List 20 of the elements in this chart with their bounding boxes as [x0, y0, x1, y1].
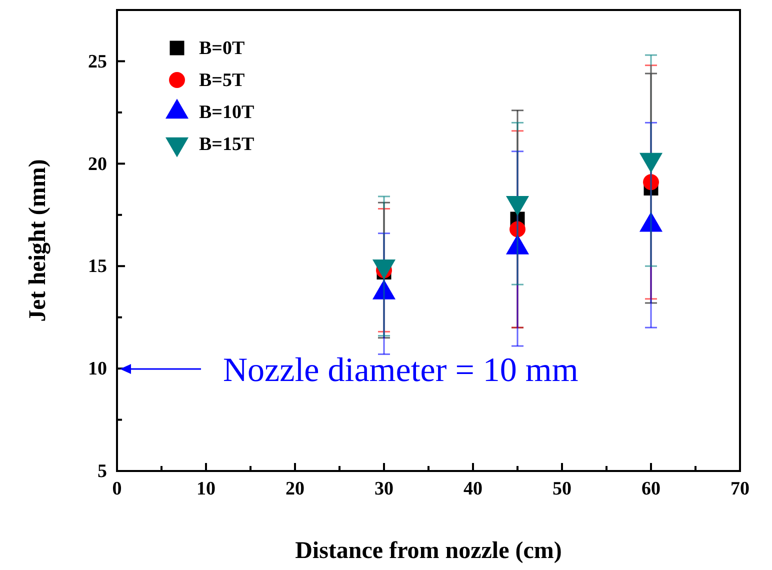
annotation: Nozzle diameter = 10 mm: [223, 352, 578, 389]
y-axis-title: Jet height (mm): [25, 159, 51, 322]
y-tick-label: 10: [88, 358, 107, 380]
legend-label: B=0T: [199, 38, 245, 59]
x-tick-label: 20: [286, 478, 304, 500]
y-tick-label: 20: [88, 154, 107, 175]
legend-label: B=10T: [199, 102, 254, 123]
legend-label: B=5T: [199, 70, 245, 91]
legend-label: B=15T: [199, 134, 254, 155]
y-tick-label: 15: [88, 256, 107, 278]
x-tick-label: 50: [552, 478, 572, 500]
x-tick-label: 60: [642, 478, 660, 500]
y-tick-label: 5: [98, 461, 107, 482]
x-tick-label: 10: [196, 478, 216, 500]
x-tick-label: 70: [730, 478, 750, 500]
x-tick-label: 30: [374, 478, 394, 500]
y-tick-label: 25: [88, 51, 107, 72]
x-tick-label: 40: [464, 478, 482, 500]
x-tick-label: 0: [112, 478, 122, 500]
x-axis-title: Distance from nozzle (cm): [295, 538, 562, 564]
